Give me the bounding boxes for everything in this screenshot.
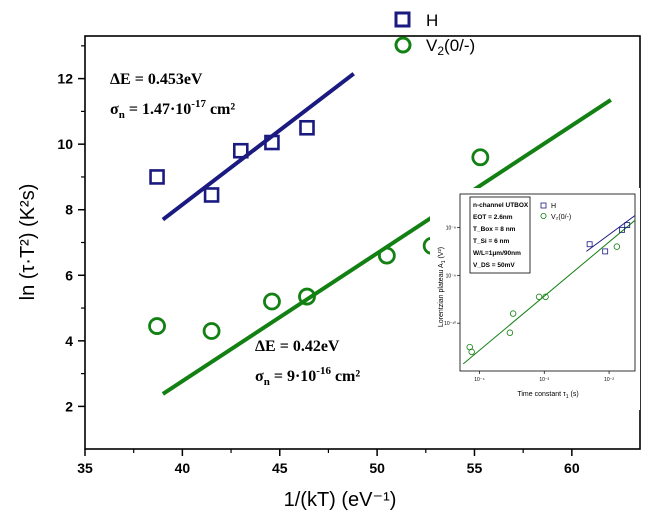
main-plot: 35 40 45 50 55 60 2 4 6 8 10 12 [57,35,641,476]
inset-data-point-h [619,226,625,233]
inset-data-point-v2 [542,293,549,301]
annotation-h-energy: ΔE = 0.453eV [110,71,203,88]
inset-fit-line-h [586,215,636,252]
inset-legend-marker-h [540,202,547,209]
inset-info-line-6: V_DS = 50mV [473,262,515,269]
inset-data-point-v2 [506,329,514,336]
inset-data-points [466,222,631,356]
inset-legend-label-h: H [551,203,556,210]
inset-background [430,188,640,410]
x-tick-label: 55 [467,460,483,476]
inset-legend-label-v2: V₂(0/-) [551,214,571,221]
inset-fit-line-v2 [462,219,636,365]
inset-info-line-3: T_Box = 8 nm [473,226,516,233]
x-tick-label: 45 [272,460,288,476]
data-point-h [232,142,249,159]
inset-data-point-v2 [468,348,475,356]
annotation-v2-energy: ΔE = 0.42eV [255,338,340,355]
inset-y-tick-label: 10⁻¹⁰ [444,321,456,327]
x-axis-ticks: 35 40 45 50 55 60 [77,449,580,476]
legend-marker-v2 [394,36,412,54]
inset-x-tick-label: 10⁻⁴ [474,377,484,383]
data-point-v2 [263,292,281,311]
data-point-v2 [148,317,166,335]
inset-data-point-v2 [535,293,543,301]
inset-info-line-1: n-channel UTBOX [473,202,529,209]
inset-info-line-2: EOT = 2.6nm [473,214,513,221]
inset-fit-lines [462,215,636,365]
legend-label-h: H [426,11,438,30]
data-point-h [203,187,220,203]
x-tick-label: 40 [175,460,191,476]
inset-data-point-h [602,248,609,255]
inset-x-axis-label: Time constant τ1 (s) [517,391,578,400]
inset-x-tick-label: 10⁻² [604,377,614,383]
inset-chart: 10⁻⁴ 10⁻³ 10⁻² 10⁻¹⁰ 10⁻⁹ 10⁻⁸ n-channel UTBO… [430,188,640,410]
data-point-v2 [298,287,316,306]
fit-line-h [161,72,355,222]
inset-y-tick-label: 10⁻⁸ [446,225,456,231]
y-tick-label: 10 [57,136,73,152]
inset-data-point-h [586,241,593,248]
inset-info-line-5: W/L=1μm/90nm [473,250,521,257]
inset-info-box [469,196,531,274]
inset-x-tick-label: 10⁻³ [539,377,549,383]
data-point-v2 [202,322,221,340]
x-tick-label: 60 [564,460,580,476]
inset-y-tick-label: 10⁻⁹ [446,273,456,279]
data-points [148,119,490,340]
inset-legend-marker-v2 [540,212,547,219]
data-point-v2 [471,148,490,167]
inset-y-axis-label: Lorentzian plateau A1 (V²) [438,247,447,327]
annotation-v2: ΔE = 0.42eV σn = 9·10-16 cm² [255,338,360,388]
legend: H V2(0/-) [394,11,475,58]
annotation-h-cross-section: σn = 1.47·10-17 cm² [110,98,235,121]
data-point-h [149,169,165,185]
x-tick-label: 35 [77,460,93,476]
inset-data-point-v2 [613,243,621,250]
data-point-h [264,134,280,151]
y-tick-label: 12 [57,71,73,87]
legend-label-v2: V2(0/-) [426,36,475,58]
annotation-v2-cross-section: σn = 9·10-16 cm² [255,365,360,388]
x-axis-label: 1/(kT) (eV⁻¹) [284,489,397,511]
y-tick-label: 8 [65,202,73,218]
annotation-h: ΔE = 0.453eV σn = 1.47·10-17 cm² [110,71,235,121]
data-point-v2 [377,246,396,265]
legend-marker-h [394,11,411,28]
y-tick-label: 2 [65,398,73,414]
y-axis-ticks: 2 4 6 8 10 12 [57,45,85,414]
inset-info-line-4: T_Si = 6 nm [473,238,510,245]
inset-plot-frame [459,193,636,372]
inset-axis-ticks: 10⁻⁴ 10⁻³ 10⁻² 10⁻¹⁰ 10⁻⁹ 10⁻⁸ [444,225,614,383]
inset-data-point-h [624,222,631,228]
y-tick-label: 6 [65,267,73,283]
y-axis-label: ln (τ·T²) (K²s) [17,184,39,301]
inset-data-point-v2 [509,310,517,317]
data-point-h [299,119,315,136]
y-tick-label: 4 [65,333,73,349]
x-tick-label: 50 [369,460,385,476]
